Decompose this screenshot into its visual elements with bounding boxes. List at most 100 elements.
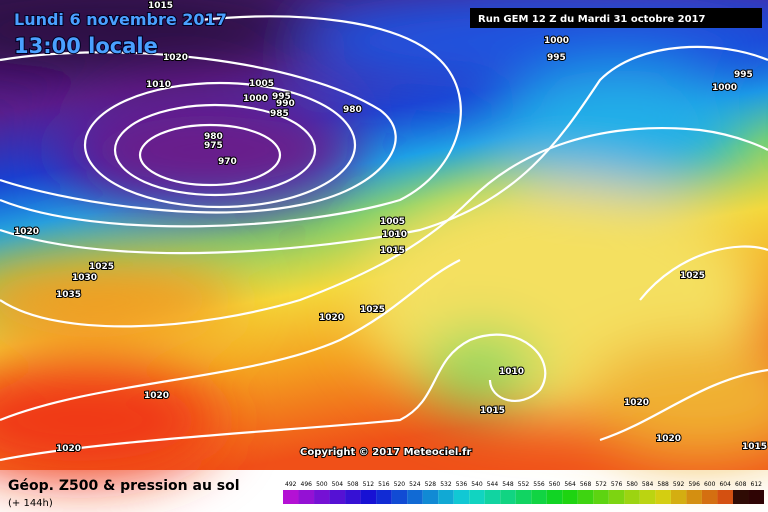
legend-label: 496 <box>301 481 313 488</box>
legend-label: 508 <box>347 481 359 488</box>
footer: Géop. Z500 & pression au sol (+ 144h) <box>8 478 240 509</box>
legend-label: 544 <box>487 481 499 488</box>
isobars <box>0 15 768 462</box>
isobar-label: 1000 <box>243 94 268 104</box>
legend-label: 492 <box>285 481 297 488</box>
isobar-label: 995 <box>272 92 291 102</box>
legend-swatch <box>546 490 563 504</box>
legend-label: 596 <box>688 481 700 488</box>
isobar-label: 1025 <box>680 271 705 281</box>
isobar-label: 1020 <box>656 434 681 444</box>
legend-label: 600 <box>704 481 716 488</box>
isobar-label: 1020 <box>319 313 344 323</box>
isobar-label: 1025 <box>360 305 385 315</box>
legend-label: 580 <box>626 481 638 488</box>
legend-label: 520 <box>394 481 406 488</box>
legend-label: 500 <box>316 481 328 488</box>
isobar-label: 1015 <box>380 246 405 256</box>
legend-label: 588 <box>657 481 669 488</box>
legend-swatch <box>376 490 392 504</box>
legend-label: 552 <box>518 481 530 488</box>
isobar-label: 1000 <box>544 36 569 46</box>
legend-swatch <box>717 490 733 504</box>
isobar-label: 1010 <box>382 230 407 240</box>
legend-swatch <box>469 490 485 504</box>
legend-label: 524 <box>409 481 421 488</box>
isobar-label: 1015 <box>480 406 505 416</box>
isobar-label: 1025 <box>89 262 114 272</box>
legend-swatch <box>422 490 439 504</box>
isobar-label: 1015 <box>742 442 767 452</box>
legend-label: 592 <box>673 481 685 488</box>
legend-swatch <box>624 490 640 504</box>
isobar-label: 985 <box>270 109 289 119</box>
isobar-label: 1020 <box>624 398 649 408</box>
isobar-label: 1005 <box>380 217 405 227</box>
legend-swatch <box>562 490 578 504</box>
legend-swatch <box>732 490 749 504</box>
isobar-label: 975 <box>204 141 223 151</box>
color-legend: 492 496 500 504 508 512 516 520 524 528 532 536 540 5… <box>283 481 764 504</box>
time: 13:00 locale <box>14 34 158 58</box>
isobar-label: 980 <box>204 132 223 142</box>
isobar-label: 990 <box>276 99 295 109</box>
isobar-label: 1020 <box>56 444 81 454</box>
isobar-label: 1030 <box>72 273 97 283</box>
legend-swatch <box>686 490 702 504</box>
isobar-label: 1000 <box>712 83 737 93</box>
legend-swatch <box>298 490 315 504</box>
legend-swatch <box>577 490 594 504</box>
legend-swatch <box>500 490 516 504</box>
legend-label: 512 <box>363 481 375 488</box>
legend-swatch <box>391 490 408 504</box>
isobar-label: 1015 <box>148 1 173 11</box>
legend-swatch <box>701 490 718 504</box>
legend-swatch <box>329 490 346 504</box>
legend-swatch <box>515 490 532 504</box>
date: Lundi 6 novembre 2017 <box>14 10 227 29</box>
legend-label: 584 <box>642 481 654 488</box>
isobar-label: 995 <box>734 70 753 80</box>
legend-swatch <box>531 490 547 504</box>
legend-swatch <box>593 490 609 504</box>
footer-title: Géop. Z500 & pression au sol <box>8 478 240 494</box>
isobar-label: 1020 <box>14 227 39 237</box>
isobar-label: 980 <box>343 105 362 115</box>
isobar-label: 1020 <box>144 391 169 401</box>
isobar-label: 1035 <box>56 290 81 300</box>
legend-swatch <box>748 490 764 504</box>
legend-label: 560 <box>549 481 561 488</box>
legend-label: 504 <box>332 481 344 488</box>
legend-label: 556 <box>533 481 545 488</box>
legend-swatch <box>670 490 687 504</box>
isobar-label: 1005 <box>249 79 274 89</box>
footer-lead: (+ 144h) <box>8 498 53 509</box>
legend-label: 604 <box>719 481 731 488</box>
legend-label: 576 <box>611 481 623 488</box>
legend-swatch <box>345 490 361 504</box>
isobar-label: 1010 <box>499 367 524 377</box>
legend-swatch <box>639 490 656 504</box>
copyright: Copyright © 2017 Meteociel.fr <box>300 447 471 458</box>
isobar-label: 970 <box>218 157 237 167</box>
run: Run GEM 12 Z du Mardi 31 octobre 2017 <box>478 14 706 25</box>
legend-label: 572 <box>595 481 607 488</box>
legend-swatch <box>438 490 454 504</box>
legend-swatch <box>407 490 423 504</box>
legend-swatch <box>655 490 671 504</box>
run-box <box>470 8 762 28</box>
isobar-label: 995 <box>547 53 566 63</box>
legend-label: 568 <box>580 481 592 488</box>
legend-swatch <box>484 490 501 504</box>
legend-swatch <box>360 490 377 504</box>
legend-label: 540 <box>471 481 483 488</box>
legend-swatch <box>314 490 330 504</box>
legend-label: 536 <box>456 481 468 488</box>
legend-swatch <box>453 490 470 504</box>
legend-label: 548 <box>502 481 514 488</box>
legend-label: 564 <box>564 481 576 488</box>
legend-label: 532 <box>440 481 452 488</box>
legend-swatch <box>608 490 625 504</box>
legend-label: 612 <box>751 481 763 488</box>
